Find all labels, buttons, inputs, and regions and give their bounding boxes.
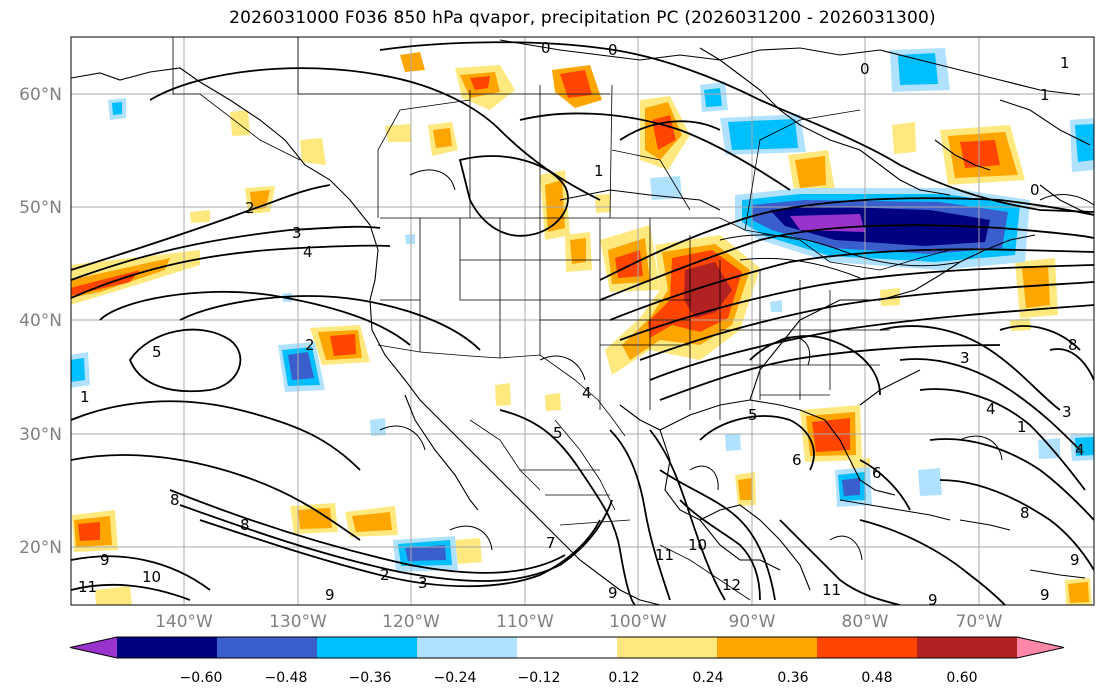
- contour-label: 11: [78, 578, 97, 596]
- contour-label: 9: [1040, 586, 1050, 604]
- colorbar-tick-label: −0.60: [180, 670, 223, 686]
- contour-label: 9: [928, 591, 938, 609]
- lon-label: 80°W: [842, 612, 889, 632]
- lon-label: 90°W: [729, 612, 776, 632]
- colorbar-tick-label: −0.12: [518, 670, 561, 686]
- coastlines: [71, 39, 1094, 605]
- contour-label: 1: [1060, 54, 1070, 72]
- colorbar-swatch: [217, 637, 318, 658]
- colorbar-tick-label: 0.24: [692, 670, 723, 686]
- colorbar-swatch: [717, 637, 818, 658]
- figure-title: 2026031000 F036 850 hPa qvapor, precipit…: [229, 8, 936, 28]
- colorbar-tick-label: −0.24: [434, 670, 477, 686]
- contour-label: 4: [303, 243, 313, 261]
- contour-label: 12: [722, 576, 741, 594]
- contour-label: 9: [1070, 551, 1080, 569]
- contour-label: 7: [546, 534, 556, 552]
- contour-label: 0: [541, 39, 551, 57]
- lon-label: 110°W: [496, 612, 554, 632]
- lon-label: 120°W: [382, 612, 440, 632]
- map-frame: [70, 36, 1095, 606]
- contour-label: 1: [1017, 418, 1027, 436]
- contour-labels: 0 0 1 0 1 0 1 2 3 4 2 3 5 1 4 5 3 4 1 4: [78, 39, 1085, 609]
- contour-label: 8: [1020, 504, 1030, 522]
- contour-label: 4: [986, 400, 996, 418]
- qvapor-contours: [71, 41, 1094, 605]
- lat-label: 50°N: [19, 198, 62, 218]
- contour-label: 0: [1030, 181, 1040, 199]
- contour-label: 3: [292, 224, 302, 242]
- contour-label: 5: [748, 406, 758, 424]
- contour-label: 1: [80, 388, 90, 406]
- colorbar-extend-high: [1017, 637, 1064, 658]
- contour-label: 2: [380, 566, 390, 584]
- colorbar-tick-label: 0.36: [777, 670, 808, 686]
- lon-label: 100°W: [609, 612, 667, 632]
- contour-label: 11: [822, 581, 841, 599]
- colorbar-swatch: [517, 637, 618, 658]
- contour-label: 0: [860, 60, 870, 78]
- political-borders: [172, 37, 951, 601]
- contour-label: 9: [608, 584, 618, 602]
- lon-label: 130°W: [269, 612, 327, 632]
- colorbar-tick-label: 0.60: [946, 670, 977, 686]
- contour-label: 10: [688, 536, 707, 554]
- contour-label: 6: [872, 464, 882, 482]
- colorbar-tick-label: −0.36: [349, 670, 392, 686]
- lat-label: 20°N: [19, 538, 62, 558]
- lon-label: 70°W: [956, 612, 1003, 632]
- colorbar-swatch: [417, 637, 518, 658]
- qvapor-contours-thin: [379, 169, 1094, 561]
- lon-label: 140°W: [155, 612, 213, 632]
- colorbar-swatch: [817, 637, 918, 658]
- colorbar-tick-label: 0.48: [861, 670, 892, 686]
- contour-label: 0: [608, 41, 618, 59]
- colorbar-ticks: −0.60 −0.48 −0.36 −0.24 −0.12 0.12 0.24 …: [180, 670, 978, 686]
- lat-axis: 60°N 50°N 40°N 30°N 20°N: [19, 85, 62, 558]
- contour-label: 8: [170, 491, 180, 509]
- contour-label: 5: [553, 424, 563, 442]
- contour-label: 1: [1040, 86, 1050, 104]
- contour-label: 8: [1068, 336, 1078, 354]
- colorbar-outline: [69, 636, 1065, 659]
- lon-axis: 140°W 130°W 120°W 110°W 100°W 90°W 80°W …: [155, 612, 1003, 632]
- colorbar-swatch: [117, 637, 218, 658]
- colorbar-tick-label: 0.12: [608, 670, 639, 686]
- lat-label: 40°N: [19, 311, 62, 331]
- colorbar-tick-label: −0.48: [265, 670, 308, 686]
- contour-label: 9: [100, 551, 110, 569]
- lat-label: 60°N: [19, 85, 62, 105]
- contour-label: 11: [655, 546, 674, 564]
- lat-label: 30°N: [19, 425, 62, 445]
- graticule: [71, 37, 1094, 605]
- contour-label: 6: [792, 451, 802, 469]
- contour-label: 1: [594, 162, 604, 180]
- colorbar: [69, 636, 1065, 659]
- colorbar-swatch: [917, 637, 1018, 658]
- contour-label: 3: [1062, 403, 1072, 421]
- contour-label: 3: [418, 574, 428, 592]
- precip-positive: [71, 52, 1092, 605]
- contour-label: 8: [240, 516, 250, 534]
- contour-label: 2: [305, 336, 315, 354]
- colorbar-extend-low: [70, 637, 117, 658]
- colorbar-swatch: [617, 637, 718, 658]
- contour-label: 4: [582, 384, 592, 402]
- contour-label: 3: [960, 349, 970, 367]
- contour-label: 4: [1075, 441, 1085, 459]
- contour-label: 9: [325, 586, 335, 604]
- colorbar-swatch: [317, 637, 418, 658]
- contour-label: 2: [245, 199, 255, 217]
- contour-label: 5: [152, 343, 162, 361]
- contour-label: 10: [142, 568, 161, 586]
